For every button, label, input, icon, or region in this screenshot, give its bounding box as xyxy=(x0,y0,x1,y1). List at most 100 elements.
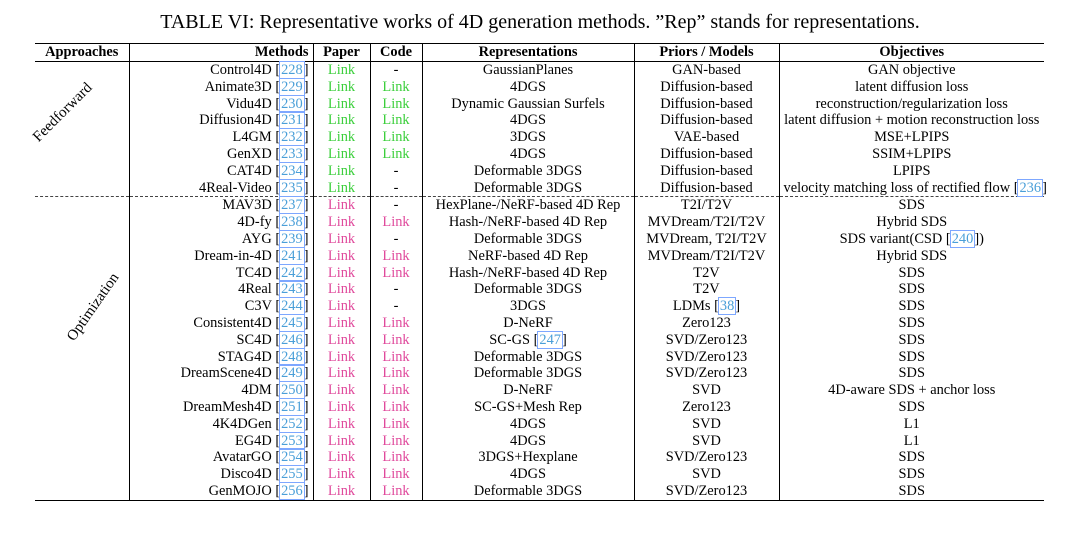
code-link[interactable]: Link xyxy=(382,314,410,331)
code-link[interactable]: Link xyxy=(382,432,410,449)
paper-link[interactable]: Link xyxy=(327,214,356,231)
representation-text: Deformable 3DGS xyxy=(473,348,583,365)
paper-link[interactable]: Link xyxy=(327,197,356,214)
paper-link[interactable]: Link xyxy=(327,162,356,179)
paper-cell: Link xyxy=(312,196,370,215)
paper-link[interactable]: Link xyxy=(327,95,356,112)
paper-link[interactable]: Link xyxy=(327,348,356,365)
paper-link[interactable]: Link xyxy=(327,382,356,399)
table-row: EG4D [253] Link Link 4DGS SVD L1 xyxy=(35,431,1044,450)
paper-link[interactable]: Link xyxy=(327,264,356,281)
code-link[interactable]: Link xyxy=(382,348,410,365)
paper-link[interactable]: Link xyxy=(327,482,356,499)
paper-link[interactable]: Link xyxy=(327,466,356,483)
code-link[interactable]: Link xyxy=(382,449,410,466)
paper-link[interactable]: Link xyxy=(327,112,356,129)
paper-link[interactable]: Link xyxy=(327,247,356,264)
citation-link[interactable]: 237 xyxy=(279,196,305,215)
citation-link[interactable]: 252 xyxy=(279,414,305,433)
code-link[interactable]: Link xyxy=(382,95,410,112)
paper-link[interactable]: Link xyxy=(327,415,356,432)
method-name: TC4D xyxy=(235,264,272,281)
representation-text: Hash-/NeRF-based 4D Rep xyxy=(448,214,608,231)
citation-link[interactable]: 255 xyxy=(279,465,305,484)
objective-cell: SDS xyxy=(778,331,1044,349)
objective-text: velocity matching loss of rectified flow xyxy=(783,179,1011,196)
objective-cell: SDS xyxy=(778,281,1044,299)
objective-cell: SDS xyxy=(778,298,1044,315)
citation-link[interactable]: 239 xyxy=(279,229,305,248)
citation-link[interactable]: 234 xyxy=(279,161,305,180)
code-link[interactable]: Link xyxy=(382,145,410,162)
paper-link[interactable]: Link xyxy=(327,298,356,315)
table-row: L4GM [232] Link Link 3DGS VAE-based MSE+LPIPS xyxy=(35,128,1044,147)
citation-link[interactable]: 248 xyxy=(279,347,305,366)
code-link[interactable]: Link xyxy=(382,214,410,231)
priors-text: LDMs xyxy=(672,298,711,315)
citation-link[interactable]: 240 xyxy=(949,229,976,248)
code-link[interactable]: Link xyxy=(382,78,410,95)
code-link[interactable]: Link xyxy=(382,112,410,129)
code-link[interactable]: Link xyxy=(382,415,410,432)
objective-cell: SDS xyxy=(778,365,1044,383)
citation-link[interactable]: 236 xyxy=(1017,178,1044,197)
approach-cell xyxy=(35,466,129,483)
code-link[interactable]: Link xyxy=(382,331,410,348)
citation-link[interactable]: 233 xyxy=(279,144,305,163)
citation-link[interactable]: 251 xyxy=(279,397,305,416)
code-link[interactable]: Link xyxy=(382,466,410,483)
paper-link[interactable]: Link xyxy=(327,281,356,298)
citation-link[interactable]: 242 xyxy=(279,263,305,282)
citation-link[interactable]: 241 xyxy=(279,246,305,265)
paper-link[interactable]: Link xyxy=(327,314,356,331)
citation-link[interactable]: 231 xyxy=(279,111,305,130)
paper-link[interactable]: Link xyxy=(327,230,356,247)
paper-link[interactable]: Link xyxy=(327,449,356,466)
citation-link[interactable]: 245 xyxy=(279,313,305,332)
table-row: CAT4D [234] Link - Deformable 3DGS Diffusion… xyxy=(35,161,1044,180)
paper-link[interactable]: Link xyxy=(327,398,356,415)
citation-link[interactable]: 244 xyxy=(279,297,305,316)
representation-cell: SC-GS+Mesh Rep xyxy=(421,398,634,416)
citation-link[interactable]: 235 xyxy=(279,178,305,197)
citation-link[interactable]: 229 xyxy=(279,77,305,96)
code-link[interactable]: Link xyxy=(382,247,410,264)
objective-text: SDS xyxy=(898,398,925,415)
code-link[interactable]: Link xyxy=(382,398,410,415)
objective-cell: SDS variant(CSD [240]) xyxy=(778,229,1044,248)
citation-link[interactable]: 250 xyxy=(279,381,305,400)
code-none: - xyxy=(393,197,399,214)
code-link[interactable]: Link xyxy=(382,382,410,399)
citation-link[interactable]: 247 xyxy=(537,330,563,349)
paper-link[interactable]: Link xyxy=(327,365,356,382)
approach-cell xyxy=(35,349,129,366)
citation-link[interactable]: 38 xyxy=(717,297,737,316)
code-link[interactable]: Link xyxy=(382,129,410,146)
paper-link[interactable]: Link xyxy=(327,145,356,162)
code-link[interactable]: Link xyxy=(382,264,410,281)
citation-link[interactable]: 232 xyxy=(279,128,305,147)
paper-link[interactable]: Link xyxy=(327,129,356,146)
priors-cell: SVD xyxy=(633,432,779,450)
citation-link[interactable]: 243 xyxy=(279,280,305,299)
citation-link[interactable]: 253 xyxy=(279,431,305,450)
method-name: DreamMesh4D xyxy=(182,398,272,415)
method-cell: Vidu4D [230] xyxy=(128,94,313,113)
paper-link[interactable]: Link xyxy=(327,62,356,78)
citation-link[interactable]: 249 xyxy=(279,364,305,383)
code-cell: - xyxy=(369,179,422,197)
priors-text: SVD/Zero123 xyxy=(665,331,748,348)
citation-link[interactable]: 246 xyxy=(279,330,305,349)
paper-link[interactable]: Link xyxy=(327,432,356,449)
citation-link[interactable]: 238 xyxy=(279,213,305,232)
citation-link[interactable]: 254 xyxy=(279,448,305,467)
code-link[interactable]: Link xyxy=(382,365,410,382)
method-cell: AYG [239] xyxy=(128,229,313,248)
paper-link[interactable]: Link xyxy=(327,179,356,196)
citation-link[interactable]: 256 xyxy=(279,481,305,500)
code-link[interactable]: Link xyxy=(382,482,410,499)
paper-link[interactable]: Link xyxy=(327,78,356,95)
citation-link[interactable]: 228 xyxy=(279,61,305,79)
paper-link[interactable]: Link xyxy=(327,331,356,348)
citation-link[interactable]: 230 xyxy=(279,94,305,113)
